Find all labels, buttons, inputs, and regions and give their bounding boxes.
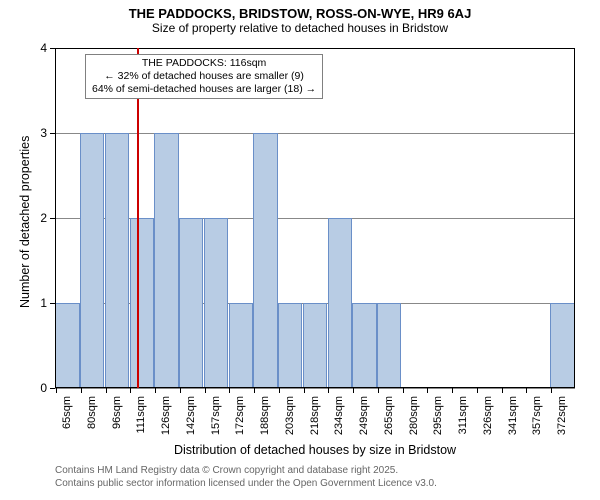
xtick-mark	[328, 388, 329, 393]
xtick-label: 311sqm	[457, 396, 469, 446]
histogram-bar	[179, 218, 203, 388]
histogram-bar	[352, 303, 376, 388]
xtick-mark	[551, 388, 552, 393]
xtick-mark	[427, 388, 428, 393]
xtick-label: 157sqm	[210, 396, 222, 446]
xtick-label: 188sqm	[259, 396, 271, 446]
xtick-label: 111sqm	[135, 396, 147, 446]
xtick-mark	[353, 388, 354, 393]
xtick-label: 142sqm	[185, 396, 197, 446]
xtick-label: 80sqm	[86, 396, 98, 446]
annotation-line: ← 32% of detached houses are smaller (9)	[92, 70, 316, 83]
ytick-label: 4	[27, 41, 47, 55]
histogram-bar	[328, 218, 352, 388]
xtick-mark	[526, 388, 527, 393]
xtick-mark	[254, 388, 255, 393]
xtick-label: 326sqm	[482, 396, 494, 446]
xtick-label: 96sqm	[111, 396, 123, 446]
xtick-label: 218sqm	[309, 396, 321, 446]
ytick-mark	[50, 48, 55, 49]
annotation-box: THE PADDOCKS: 116sqm← 32% of detached ho…	[85, 54, 323, 99]
xtick-label: 372sqm	[556, 396, 568, 446]
xtick-label: 249sqm	[358, 396, 370, 446]
xtick-label: 265sqm	[383, 396, 395, 446]
xtick-mark	[205, 388, 206, 393]
histogram-bar	[130, 218, 154, 388]
xtick-label: 295sqm	[432, 396, 444, 446]
histogram-bar	[80, 133, 104, 388]
histogram-bar	[229, 303, 253, 388]
histogram-bar	[303, 303, 327, 388]
annotation-line: THE PADDOCKS: 116sqm	[92, 57, 316, 70]
xtick-label: 172sqm	[234, 396, 246, 446]
xtick-mark	[378, 388, 379, 393]
histogram-bar	[154, 133, 178, 388]
ytick-label: 1	[27, 296, 47, 310]
xtick-mark	[304, 388, 305, 393]
histogram-bar	[278, 303, 302, 388]
credits-text: Contains HM Land Registry data © Crown c…	[55, 465, 437, 490]
xtick-mark	[106, 388, 107, 393]
ytick-mark	[50, 388, 55, 389]
xtick-mark	[502, 388, 503, 393]
xtick-label: 234sqm	[333, 396, 345, 446]
chart-subtitle: Size of property relative to detached ho…	[0, 21, 600, 37]
xtick-label: 280sqm	[408, 396, 420, 446]
xtick-mark	[155, 388, 156, 393]
histogram-bar	[377, 303, 401, 388]
xtick-mark	[452, 388, 453, 393]
histogram-bar	[105, 133, 129, 388]
xtick-mark	[81, 388, 82, 393]
ytick-label: 3	[27, 126, 47, 140]
ytick-label: 0	[27, 381, 47, 395]
xtick-mark	[477, 388, 478, 393]
xtick-mark	[56, 388, 57, 393]
histogram-bar	[204, 218, 228, 388]
gridline-y	[55, 388, 575, 389]
chart-title: THE PADDOCKS, BRIDSTOW, ROSS-ON-WYE, HR9…	[0, 0, 600, 21]
ytick-mark	[50, 303, 55, 304]
xtick-mark	[130, 388, 131, 393]
ytick-mark	[50, 218, 55, 219]
credits-line-1: Contains HM Land Registry data © Crown c…	[55, 465, 437, 478]
xtick-mark	[180, 388, 181, 393]
xtick-mark	[279, 388, 280, 393]
gridline-y	[55, 133, 575, 134]
histogram-bar	[550, 303, 574, 388]
credits-line-2: Contains public sector information licen…	[55, 478, 437, 491]
chart-container: THE PADDOCKS, BRIDSTOW, ROSS-ON-WYE, HR9…	[0, 0, 600, 500]
xtick-label: 203sqm	[284, 396, 296, 446]
xtick-label: 357sqm	[531, 396, 543, 446]
histogram-bar	[55, 303, 79, 388]
ytick-mark	[50, 133, 55, 134]
annotation-line: 64% of semi-detached houses are larger (…	[92, 83, 316, 96]
xtick-mark	[403, 388, 404, 393]
histogram-bar	[253, 133, 277, 388]
gridline-y	[55, 48, 575, 49]
xtick-label: 341sqm	[507, 396, 519, 446]
xtick-label: 65sqm	[61, 396, 73, 446]
xtick-label: 126sqm	[160, 396, 172, 446]
ytick-label: 2	[27, 211, 47, 225]
xtick-mark	[229, 388, 230, 393]
